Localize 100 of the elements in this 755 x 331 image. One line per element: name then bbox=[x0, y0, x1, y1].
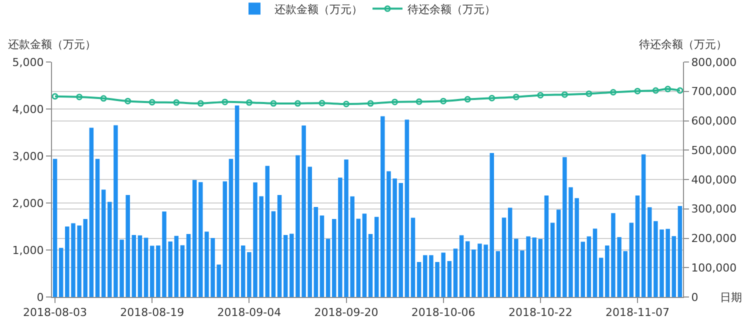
bar bbox=[586, 236, 592, 297]
y-tick-label: 5,000 bbox=[12, 56, 44, 69]
bar bbox=[635, 195, 640, 297]
x-axis-title: 日期 bbox=[720, 291, 742, 304]
bar bbox=[410, 218, 416, 297]
y2-tick-label: 800,000 bbox=[691, 56, 737, 69]
bar bbox=[453, 248, 458, 297]
bar bbox=[508, 208, 512, 297]
x-tick-label: 2018-09-04 bbox=[217, 306, 282, 320]
legend-label: 还款金额（万元） bbox=[274, 2, 362, 16]
bar bbox=[228, 158, 234, 297]
bar bbox=[374, 216, 379, 297]
y2-tick-label: 700,000 bbox=[691, 85, 737, 98]
y2-tick-label: 600,000 bbox=[691, 114, 737, 128]
bar bbox=[416, 262, 422, 297]
bar bbox=[496, 251, 500, 297]
y-axis-title: 还款金额（万元） bbox=[8, 38, 96, 51]
y-tick-label: 4,000 bbox=[12, 102, 44, 116]
bar bbox=[241, 246, 246, 297]
bar bbox=[138, 235, 142, 297]
legend-label: 待还余额（万元） bbox=[408, 2, 496, 16]
point bbox=[664, 86, 672, 92]
bar bbox=[326, 238, 330, 297]
bar bbox=[192, 180, 197, 297]
y-tick-label: 0 bbox=[36, 290, 44, 304]
y2-axis-title: 待还余额（万元） bbox=[639, 38, 727, 51]
point bbox=[416, 98, 422, 105]
y-tick-label: 3,000 bbox=[12, 150, 44, 163]
bar bbox=[398, 183, 403, 297]
bar bbox=[174, 236, 178, 297]
bar bbox=[52, 158, 58, 297]
bar bbox=[132, 234, 136, 297]
x-tick-label: 2018-10-22 bbox=[508, 306, 572, 320]
bar bbox=[271, 211, 276, 297]
y2-tick-label: 0 bbox=[691, 290, 698, 304]
bar bbox=[598, 258, 604, 297]
bar bbox=[490, 152, 494, 297]
bar bbox=[314, 207, 318, 297]
point bbox=[464, 96, 471, 103]
bar bbox=[356, 218, 361, 297]
y2-tick-label: 200,000 bbox=[691, 232, 737, 246]
point bbox=[586, 90, 592, 97]
bar bbox=[672, 236, 676, 297]
bar bbox=[150, 246, 154, 297]
point bbox=[343, 100, 350, 108]
bar bbox=[58, 248, 64, 297]
point bbox=[488, 94, 496, 102]
bar bbox=[222, 181, 228, 297]
point bbox=[610, 89, 616, 96]
point bbox=[124, 98, 132, 104]
point bbox=[634, 88, 641, 94]
bar bbox=[404, 120, 410, 297]
bar bbox=[101, 190, 106, 297]
bar bbox=[234, 105, 240, 297]
bar bbox=[580, 242, 586, 297]
bar bbox=[265, 166, 270, 297]
point bbox=[270, 100, 277, 107]
y2-tick-label: 100,000 bbox=[691, 261, 737, 274]
point bbox=[676, 87, 683, 94]
y-tick-label: 2,000 bbox=[12, 196, 44, 210]
bar bbox=[502, 218, 506, 297]
point bbox=[294, 100, 301, 107]
bar bbox=[550, 222, 555, 297]
point bbox=[52, 93, 58, 100]
point bbox=[246, 99, 252, 106]
bar bbox=[320, 215, 324, 297]
y2-tick-label: 400,000 bbox=[691, 173, 737, 186]
bar bbox=[186, 234, 191, 297]
point bbox=[537, 92, 544, 98]
point bbox=[148, 98, 156, 106]
x-tick-label: 2018-11-07 bbox=[606, 306, 670, 320]
bar bbox=[447, 261, 452, 297]
point bbox=[100, 95, 107, 102]
bar bbox=[95, 158, 100, 297]
point bbox=[76, 94, 83, 100]
x-tick-label: 2018-08-03 bbox=[23, 306, 87, 320]
bar bbox=[459, 235, 464, 297]
point bbox=[392, 98, 398, 106]
bar bbox=[544, 195, 549, 297]
bar bbox=[629, 222, 634, 297]
y2-tick-label: 500,000 bbox=[691, 144, 737, 157]
bar bbox=[465, 241, 470, 297]
point bbox=[173, 99, 180, 106]
point bbox=[440, 98, 447, 104]
point bbox=[222, 98, 228, 106]
point bbox=[652, 87, 659, 94]
point bbox=[197, 100, 204, 107]
bar bbox=[89, 128, 94, 297]
bar bbox=[641, 154, 646, 297]
y-tick-label: 1,000 bbox=[12, 244, 44, 257]
bar bbox=[180, 245, 185, 297]
bar bbox=[362, 214, 367, 297]
bar bbox=[283, 234, 288, 297]
point bbox=[367, 100, 374, 107]
bar bbox=[592, 228, 598, 297]
bar bbox=[83, 218, 88, 297]
bar bbox=[678, 206, 682, 297]
bar bbox=[144, 238, 148, 297]
point bbox=[512, 94, 520, 100]
point bbox=[318, 100, 326, 106]
